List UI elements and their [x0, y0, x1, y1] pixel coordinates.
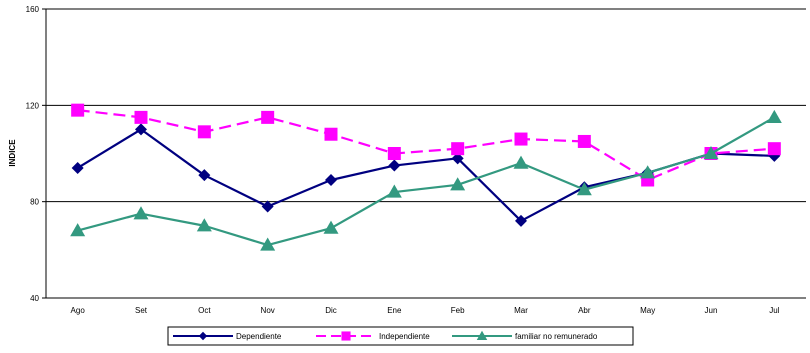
series-line [77, 116, 775, 247]
data-point [261, 110, 275, 124]
data-point [323, 220, 339, 234]
data-point [577, 134, 591, 148]
x-tick-label: Set [135, 306, 148, 315]
legend-label-0: Dependiente [236, 332, 282, 341]
data-point [261, 200, 274, 213]
series-line [77, 109, 775, 182]
data-point [514, 132, 528, 146]
data-point [451, 142, 465, 156]
y-axis-label: INDICE [8, 139, 17, 167]
data-point [198, 169, 211, 182]
data-point [70, 223, 86, 237]
data-point [133, 206, 149, 220]
series-0 [71, 123, 781, 227]
data-point [197, 125, 211, 139]
data-point [513, 155, 529, 169]
data-point [640, 165, 656, 179]
legend: Dependiente Independiente familiar no remu… [167, 326, 634, 346]
y-tick-label: 120 [26, 101, 40, 110]
legend-label-2: familiar no remunerado [515, 332, 598, 341]
x-tick-label: Oct [198, 306, 211, 315]
data-point [260, 237, 276, 251]
series-group [70, 103, 782, 251]
x-tick-label: May [640, 306, 655, 315]
x-tick-label: Jul [769, 306, 779, 315]
legend-box [167, 326, 634, 346]
y-tick-label: 40 [30, 294, 39, 303]
legend-marker-1 [341, 331, 351, 341]
data-point [387, 147, 401, 160]
x-tick-label: Ene [387, 306, 402, 315]
x-tick-label: Mar [514, 306, 528, 315]
data-point [71, 103, 85, 117]
x-tick-label: Feb [451, 306, 465, 315]
data-point [451, 152, 464, 165]
series-line [77, 128, 775, 223]
data-point [325, 173, 337, 186]
data-point [324, 127, 338, 141]
data-point [515, 214, 527, 227]
y-tick-label: 160 [26, 5, 40, 14]
data-point [576, 182, 592, 196]
x-axis-ticks: Ago Set Oct Nov Dic Ene Feb Mar Abr May Jun Jul [71, 306, 780, 315]
data-point [196, 218, 212, 232]
data-point [450, 177, 466, 191]
data-point [703, 146, 719, 160]
legend-marker-0 [198, 331, 208, 341]
legend-label-1: Independiente [379, 332, 430, 341]
data-point [71, 161, 84, 174]
x-tick-label: Jun [705, 306, 718, 315]
legend-marker-2 [476, 330, 488, 340]
data-point [386, 184, 402, 198]
data-point [135, 123, 147, 136]
data-point [766, 109, 782, 123]
data-point [134, 110, 148, 124]
series-2 [70, 109, 782, 251]
data-point [388, 159, 401, 172]
x-tick-label: Nov [261, 306, 275, 315]
x-tick-label: Ago [71, 306, 86, 315]
grid-lines [42, 8, 806, 299]
y-axis-ticks: 40 80 120 160 [26, 5, 40, 303]
y-tick-label: 80 [30, 198, 39, 207]
data-point [767, 142, 781, 156]
x-tick-label: Dic [325, 306, 337, 315]
x-tick-label: Abr [578, 306, 591, 315]
series-1 [71, 103, 781, 187]
